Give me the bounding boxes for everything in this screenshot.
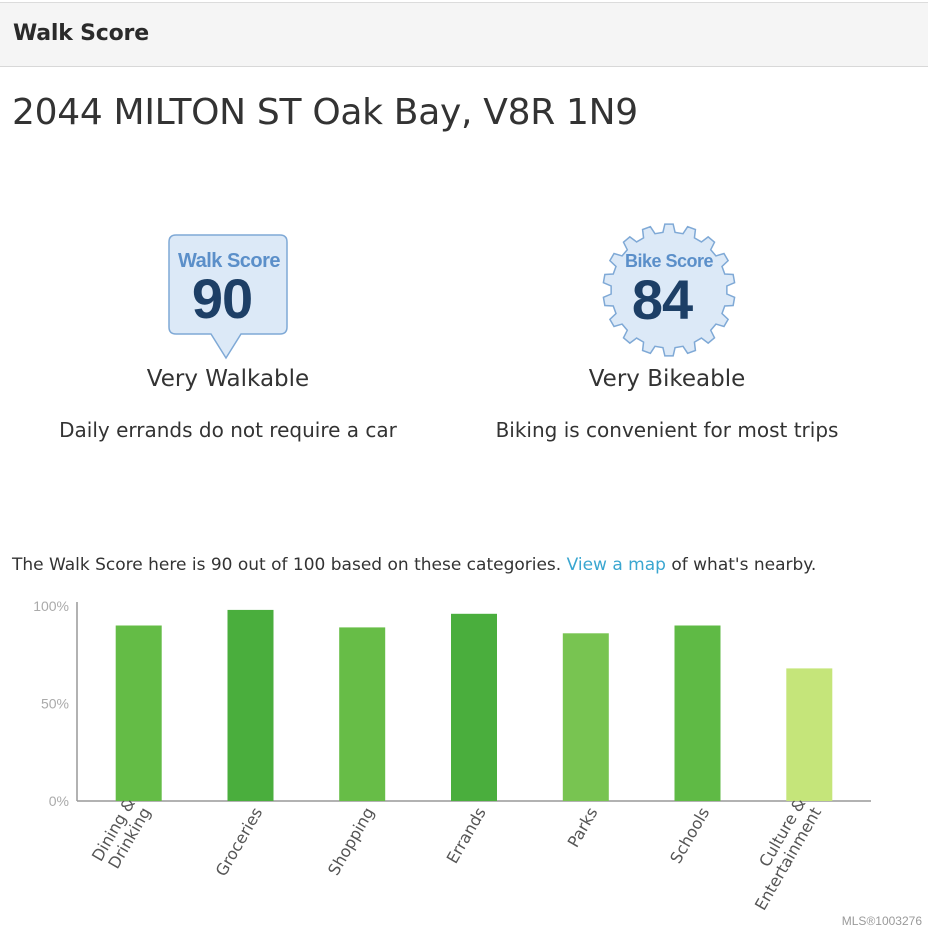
x-tick-label: Culture &Entertainment [751,795,825,913]
bar [115,625,162,801]
header-bar: Walk Score [0,2,928,67]
walk-score-rating: Very Walkable [146,366,310,392]
svg-text:Groceries: Groceries [212,804,267,880]
summary-text-before: The Walk Score here is 90 out of 100 bas… [12,555,567,575]
x-tick-label: Parks [564,804,602,851]
walk-score-value: 90 [192,267,252,330]
x-tick-label: Schools [666,804,713,867]
bike-score-value: 84 [632,268,693,331]
category-bar-chart: 0% 50% 100% Dining &Drinking Groceries Shoppi… [33,598,871,913]
x-tick-label: Groceries [212,804,267,880]
summary-text-after: of what's nearby. [665,555,817,575]
bike-score-badge-label: Bike Score [625,251,714,271]
bike-score-badge: Bike Score 84 [601,222,737,358]
header-title: Walk Score [13,21,149,46]
bar [339,627,386,801]
bar [227,609,274,801]
bike-score-description: Biking is convenient for most trips [495,418,839,442]
y-tick-label: 0% [49,793,69,809]
svg-text:Errands: Errands [443,804,490,867]
svg-text:Schools: Schools [666,804,713,867]
x-tick-label: Dining &Drinking [88,795,155,872]
x-tick-label: Shopping [324,804,378,879]
bar [562,633,609,801]
y-tick-label: 50% [41,696,69,712]
property-address: 2044 MILTON ST Oak Bay, V8R 1N9 [12,92,638,133]
y-tick-label: 100% [33,598,69,614]
bar [786,668,833,801]
svg-text:Parks: Parks [564,804,602,851]
mls-number: MLS®1003276 [841,914,922,928]
bar [674,625,721,801]
gear-icon [602,223,736,357]
svg-text:Shopping: Shopping [324,804,378,879]
view-map-link[interactable]: View a map [566,555,666,575]
walk-score-description: Daily errands do not require a car [59,418,397,442]
walk-score-summary: The Walk Score here is 90 out of 100 bas… [12,555,816,575]
x-tick-label: Errands [443,804,490,867]
walk-score-badge-label: Walk Score [178,250,280,272]
walk-score-badge: Walk Score 90 [166,232,292,362]
bar [451,613,497,801]
bike-score-rating: Very Bikeable [588,366,746,392]
